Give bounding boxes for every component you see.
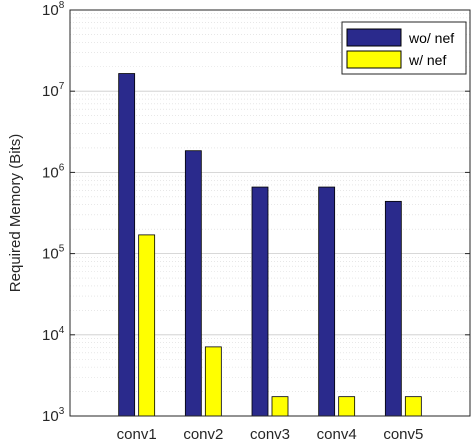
bar-wonef-conv3 <box>251 186 269 417</box>
bar-wnef-conv4 <box>338 396 356 417</box>
y-tick-label: 106 <box>42 162 65 181</box>
legend: wo/ nef w/ nef <box>341 21 467 75</box>
y-tick-label: 105 <box>42 244 65 263</box>
legend-swatch-w-nef <box>346 50 402 69</box>
plot-area <box>70 10 470 416</box>
bar-wonef-conv1 <box>118 73 136 417</box>
bar-wonef-conv4 <box>318 186 336 417</box>
x-tick-labels: conv1 conv2 conv3 conv4 conv5 <box>117 426 424 443</box>
legend-label-w-nef: w/ nef <box>408 52 446 68</box>
y-tick-label: 107 <box>42 81 65 100</box>
bar-wnef-conv2 <box>204 346 222 417</box>
x-tick-label-conv2: conv2 <box>183 426 223 443</box>
x-tick-label-conv5: conv5 <box>383 426 423 443</box>
x-tick-label-conv4: conv4 <box>317 426 357 443</box>
axes-frame <box>69 9 471 417</box>
bar-wonef-conv2 <box>184 150 202 417</box>
y-tick-label: 104 <box>42 325 65 344</box>
bar-wnef-conv5 <box>404 396 422 417</box>
y-axis-label: Required Memory (Bits) <box>7 134 24 292</box>
x-tick-label-conv1: conv1 <box>117 426 157 443</box>
grid-lines <box>70 13 470 392</box>
bar-wnef-conv1 <box>138 234 156 417</box>
y-tick-label: 108 <box>42 0 65 19</box>
bars <box>118 73 422 417</box>
y-tick-labels: 103 104 105 106 107 108 <box>42 0 65 425</box>
x-tick-label-conv3: conv3 <box>250 426 290 443</box>
y-tick-label: 103 <box>42 406 65 425</box>
legend-swatch-wo-nef <box>346 28 402 47</box>
bar-wnef-conv3 <box>271 396 289 417</box>
legend-label-wo-nef: wo/ nef <box>408 30 454 46</box>
axes <box>69 9 471 417</box>
bar-wonef-conv5 <box>384 200 402 417</box>
